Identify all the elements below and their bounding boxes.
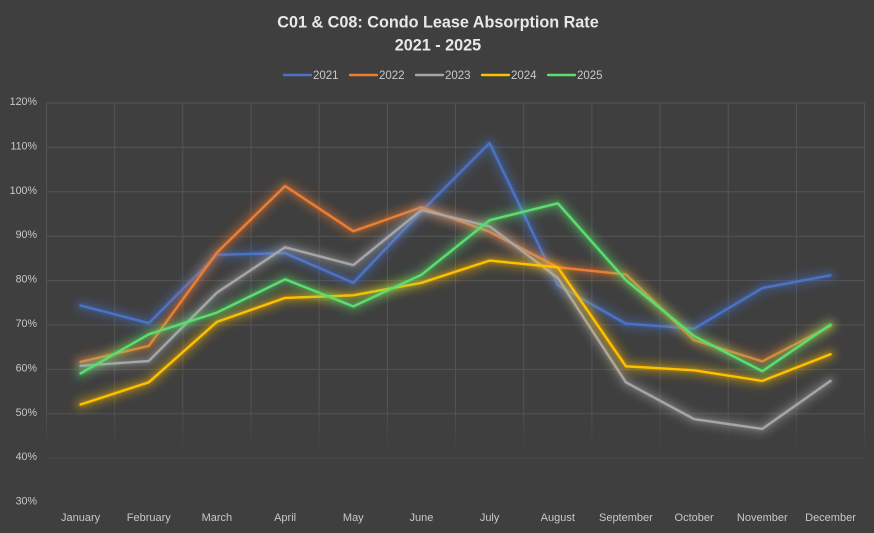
svg-text:October: October bbox=[675, 512, 714, 524]
svg-text:120%: 120% bbox=[10, 96, 38, 108]
svg-text:February: February bbox=[127, 512, 172, 524]
svg-text:2023: 2023 bbox=[445, 70, 471, 82]
svg-text:May: May bbox=[343, 512, 364, 524]
svg-text:30%: 30% bbox=[16, 496, 38, 508]
svg-text:2025: 2025 bbox=[577, 70, 603, 82]
svg-text:70%: 70% bbox=[16, 318, 38, 330]
svg-text:2021: 2021 bbox=[313, 70, 339, 82]
svg-text:40%: 40% bbox=[16, 451, 38, 463]
svg-text:November: November bbox=[737, 512, 788, 524]
svg-text:2022: 2022 bbox=[379, 70, 405, 82]
svg-text:January: January bbox=[61, 512, 101, 524]
svg-text:110%: 110% bbox=[10, 140, 37, 152]
svg-text:2024: 2024 bbox=[511, 70, 537, 82]
svg-text:April: April bbox=[274, 512, 296, 524]
svg-text:June: June bbox=[409, 512, 433, 524]
svg-text:2021 - 2025: 2021 - 2025 bbox=[395, 37, 481, 55]
svg-text:September: September bbox=[599, 512, 653, 524]
svg-text:80%: 80% bbox=[16, 274, 38, 286]
svg-text:August: August bbox=[541, 512, 575, 524]
svg-text:July: July bbox=[480, 512, 500, 524]
svg-text:90%: 90% bbox=[16, 229, 38, 241]
svg-text:March: March bbox=[202, 512, 233, 524]
svg-text:60%: 60% bbox=[16, 362, 38, 374]
svg-text:C01 & C08: Condo Lease Absorpt: C01 & C08: Condo Lease Absorption Rate bbox=[277, 14, 598, 32]
svg-text:50%: 50% bbox=[16, 407, 38, 419]
svg-text:December: December bbox=[805, 512, 856, 524]
svg-text:100%: 100% bbox=[10, 185, 38, 197]
